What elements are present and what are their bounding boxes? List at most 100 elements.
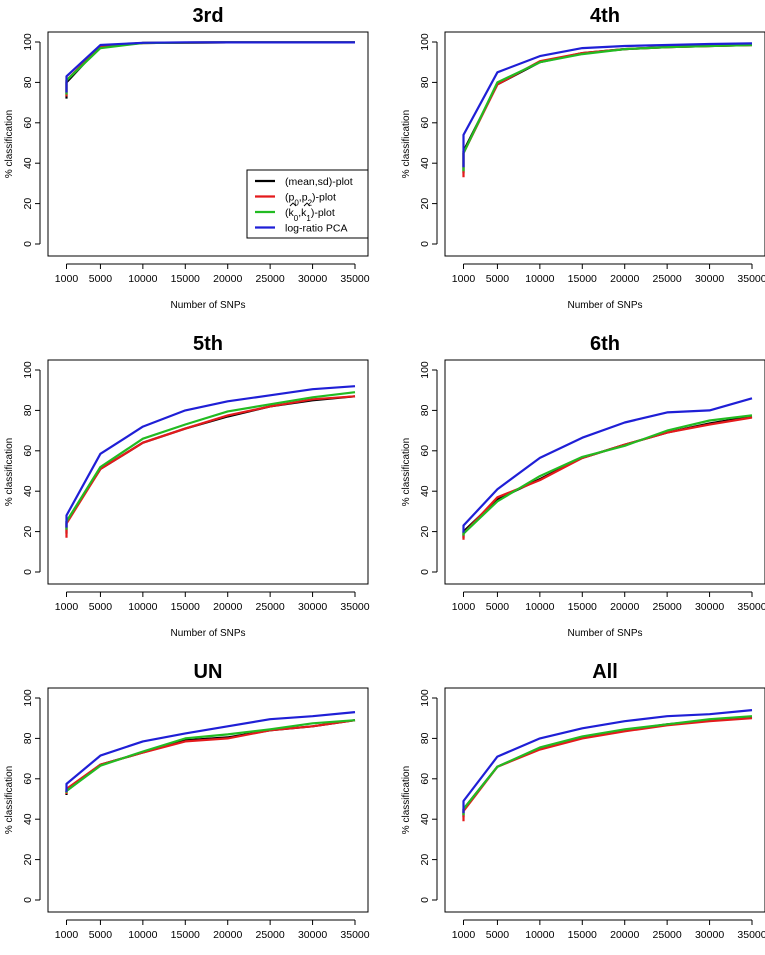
- legend-label: log-ratio PCA: [285, 223, 347, 235]
- x-tick-label: 1000: [452, 929, 476, 941]
- x-tick-label: 30000: [298, 601, 327, 613]
- y-tick-label: 20: [22, 198, 34, 210]
- y-tick-label: 60: [419, 117, 431, 129]
- panel-un: UN 0 20 40 60 80 100 % classification 1000 5000 10…: [4, 661, 370, 941]
- plot-frame: [444, 359, 765, 585]
- series-line--p0-p2-plot: [65, 41, 355, 97]
- y-tick-label: 40: [419, 813, 431, 825]
- series-line--k0-k1-plot: [462, 414, 753, 536]
- x-tick-label: 15000: [171, 601, 200, 613]
- x-tick-label: 30000: [298, 273, 327, 285]
- series-line-log-ratio-pca: [65, 711, 356, 792]
- hat-accent: [289, 202, 297, 207]
- x-tick-label: 1000: [55, 929, 79, 941]
- x-tick-label: 30000: [695, 273, 724, 285]
- x-tick-label: 30000: [695, 929, 724, 941]
- x-tick-label: 1000: [55, 273, 79, 285]
- x-tick-label: 5000: [89, 929, 113, 941]
- legend-label: (p0,p2)-plot: [285, 192, 336, 208]
- y-tick-label: 100: [419, 361, 431, 379]
- x-tick-label: 25000: [256, 929, 285, 941]
- plot-frame: [444, 687, 765, 913]
- y-tick-label: 20: [419, 854, 431, 866]
- series-line--p0-p2-plot: [462, 416, 753, 540]
- x-tick-label: 20000: [610, 929, 639, 941]
- series-line-log-ratio-pca: [462, 709, 753, 814]
- x-tick-label: 35000: [340, 273, 369, 285]
- y-tick-label: 20: [22, 526, 34, 538]
- series-line--mean-sd-plot: [65, 719, 356, 795]
- x-tick-label: 30000: [695, 601, 724, 613]
- x-tick-label: 30000: [298, 929, 327, 941]
- x-tick-label: 20000: [213, 273, 242, 285]
- y-tick-label: 80: [22, 76, 34, 88]
- y-tick-label: 60: [22, 117, 34, 129]
- panel-all: All 0 20 40 60 80 100 % classification 1000 5000 1…: [401, 661, 765, 941]
- panel-5th: 5th 0 20 40 60 80 100 % classification 1000 5000 1…: [4, 333, 370, 639]
- x-tick-label: 20000: [610, 273, 639, 285]
- y-axis-label: % classification: [4, 438, 15, 506]
- x-tick-label: 10000: [128, 929, 157, 941]
- plot-frame: [47, 359, 369, 585]
- series-line--k0-k1-plot: [65, 41, 355, 95]
- y-tick-label: 20: [22, 854, 34, 866]
- y-tick-label: 40: [22, 813, 34, 825]
- y-tick-label: 100: [22, 361, 34, 379]
- y-axis-label: % classification: [401, 110, 412, 178]
- series-line--k0-k1-plot: [65, 719, 356, 793]
- series-line--p0-p2-plot: [462, 43, 753, 178]
- y-tick-label: 0: [419, 241, 431, 247]
- panel-4th: 4th 0 20 40 60 80 100 % classification 1000 5000 1…: [401, 5, 765, 311]
- panel-3rd: 3rd 0 20 40 60 80 100 % classification 1000 5000 1…: [4, 5, 370, 311]
- series-line--mean-sd-plot: [462, 43, 753, 174]
- y-tick-label: 20: [419, 198, 431, 210]
- x-tick-label: 5000: [486, 273, 510, 285]
- panel-title: 3rd: [192, 5, 223, 27]
- panel-title: 5th: [193, 333, 223, 355]
- hat-accent: [303, 202, 311, 207]
- x-tick-label: 25000: [653, 929, 682, 941]
- y-tick-label: 100: [22, 33, 34, 51]
- panel-6th: 6th 0 20 40 60 80 100 % classification 1000 5000 1…: [401, 333, 765, 639]
- x-tick-label: 1000: [452, 601, 476, 613]
- y-tick-label: 60: [22, 445, 34, 457]
- x-tick-label: 1000: [55, 601, 79, 613]
- y-tick-label: 60: [419, 445, 431, 457]
- series-line--k0-k1-plot: [462, 43, 753, 172]
- y-tick-label: 40: [419, 485, 431, 497]
- series-line-log-ratio-pca: [462, 42, 753, 168]
- plot-frame: [444, 31, 765, 257]
- x-tick-label: 10000: [525, 273, 554, 285]
- x-tick-label: 25000: [256, 273, 285, 285]
- series-line--k0-k1-plot: [462, 715, 753, 816]
- x-tick-label: 10000: [128, 273, 157, 285]
- y-tick-label: 80: [419, 404, 431, 416]
- series-line-log-ratio-pca: [462, 397, 753, 533]
- x-tick-label: 5000: [89, 601, 113, 613]
- x-tick-label: 15000: [171, 273, 200, 285]
- panel-title: 6th: [590, 333, 620, 355]
- series-line--p0-p2-plot: [65, 719, 356, 794]
- y-axis-label: % classification: [401, 438, 412, 506]
- legend-label: (k0,k1)-plot: [285, 207, 335, 223]
- x-tick-label: 1000: [452, 273, 476, 285]
- series-line-log-ratio-pca: [65, 41, 355, 93]
- x-axis-label: Number of SNPs: [170, 628, 245, 639]
- x-axis-label: Number of SNPs: [567, 300, 642, 311]
- y-tick-label: 40: [22, 157, 34, 169]
- x-tick-label: 20000: [213, 601, 242, 613]
- x-tick-label: 35000: [340, 601, 369, 613]
- y-tick-label: 80: [419, 732, 431, 744]
- series-line--mean-sd-plot: [65, 41, 355, 99]
- x-tick-label: 25000: [653, 601, 682, 613]
- series-line-log-ratio-pca: [65, 385, 356, 528]
- x-tick-label: 10000: [128, 601, 157, 613]
- x-tick-label: 5000: [89, 273, 113, 285]
- y-tick-label: 100: [419, 689, 431, 707]
- y-tick-label: 60: [22, 773, 34, 785]
- x-tick-label: 5000: [486, 929, 510, 941]
- y-tick-label: 0: [419, 897, 431, 903]
- x-tick-label: 20000: [610, 601, 639, 613]
- x-tick-label: 35000: [737, 273, 765, 285]
